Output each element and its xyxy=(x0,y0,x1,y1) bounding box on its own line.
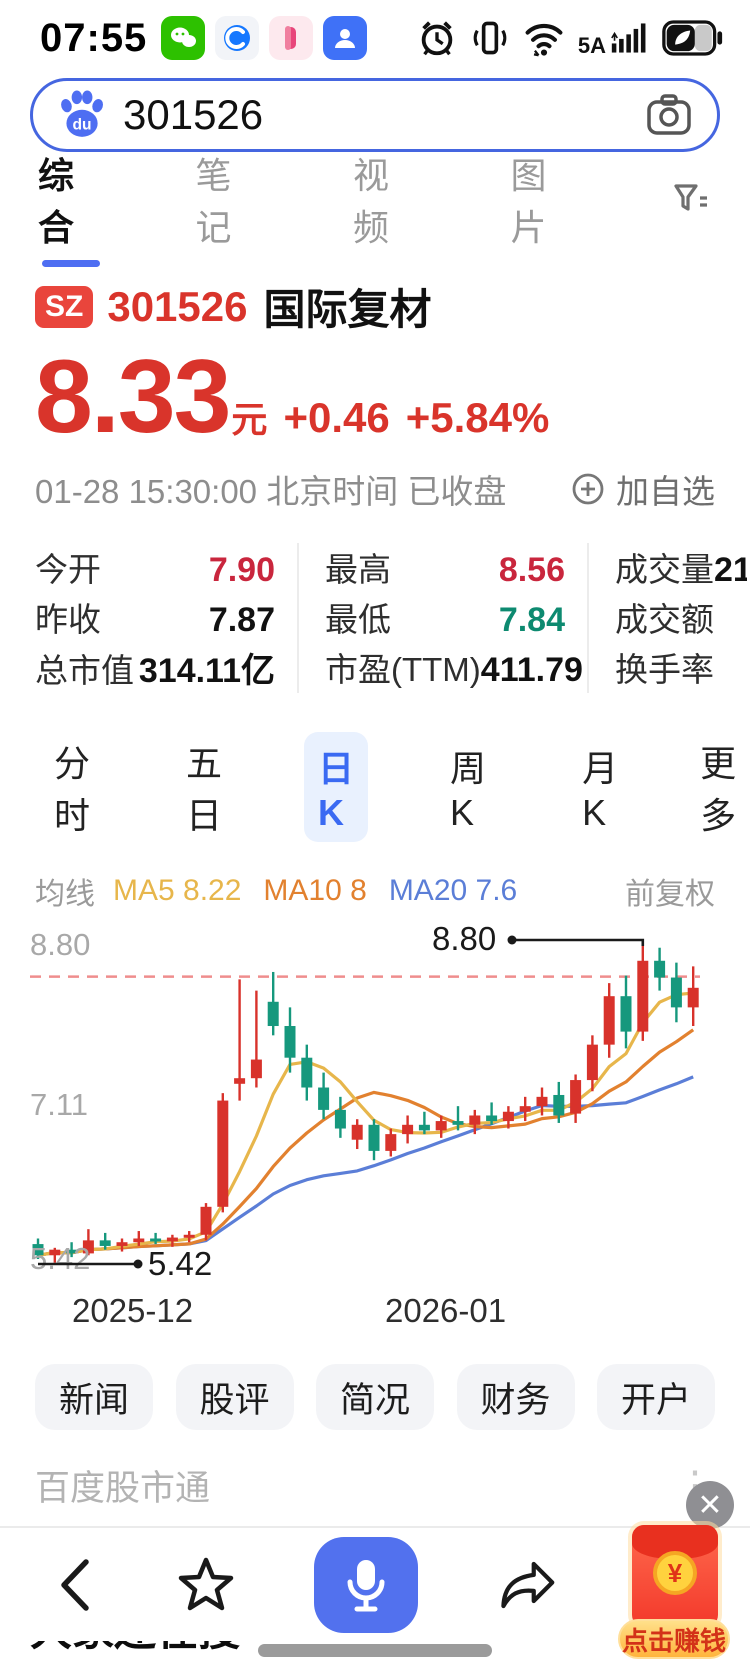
tab-notes[interactable]: 笔记 xyxy=(195,155,232,248)
share-button[interactable] xyxy=(495,1555,559,1615)
tab-video[interactable]: 视频 xyxy=(353,155,390,248)
status-system-icons: 5A xyxy=(416,17,724,59)
back-button[interactable] xyxy=(52,1554,98,1616)
news-button[interactable]: 新闻 xyxy=(35,1364,153,1430)
price-row: 8.33 元 +0.46 +5.84% xyxy=(0,337,750,449)
kline-chart[interactable]: 8.80 7.11 5.42 8.80 5.42 xyxy=(0,919,750,1287)
filter-icon[interactable] xyxy=(668,178,712,227)
svg-text:8.80: 8.80 xyxy=(432,920,496,957)
stats-grid: 今开 7.90 昨收 7.87 总市值 314.11亿 最高 8.56 最低 7.84 市… xyxy=(0,513,750,693)
chart-x-axis: 2025-12 2026-01 xyxy=(0,1292,750,1338)
stats-col-1: 今开 7.90 昨收 7.87 总市值 314.11亿 xyxy=(35,543,297,693)
ma-label: 均线 xyxy=(35,878,95,911)
search-input[interactable]: 301526 xyxy=(123,91,264,138)
profile-button[interactable]: 简况 xyxy=(316,1364,434,1430)
exchange-badge: SZ xyxy=(35,285,94,328)
promo-badge[interactable]: 点击赚钱 xyxy=(618,1619,730,1659)
plus-circle-icon xyxy=(572,473,604,505)
search-bar[interactable]: du 301526 xyxy=(30,78,720,152)
stat-high: 最高 8.56 xyxy=(325,551,565,589)
stat-low: 最低 7.84 xyxy=(325,601,565,639)
signal-5A-icon: 5A xyxy=(578,19,650,57)
status-bar: 07:55 5A xyxy=(0,0,750,66)
svg-text:8.80: 8.80 xyxy=(30,927,90,962)
stat-open: 今开 7.90 xyxy=(35,551,275,589)
network-type-label: 5A xyxy=(577,33,606,58)
close-icon[interactable]: ✕ xyxy=(686,1481,734,1529)
microphone-icon xyxy=(347,1560,385,1612)
stats-col-2: 最高 8.56 最低 7.84 市盈(TTM) 411.79 xyxy=(297,543,587,693)
source-label: 百度股市通 xyxy=(35,1469,211,1508)
kline-chart-area[interactable]: 8.80 7.11 5.42 8.80 5.42 2025-12 2026-01 xyxy=(0,919,750,1338)
favorite-star-button[interactable] xyxy=(175,1554,237,1616)
stock-review-button[interactable]: 股评 xyxy=(175,1364,294,1430)
svg-text:7.11: 7.11 xyxy=(30,1087,88,1122)
period-tab-weekly-k[interactable]: 周K xyxy=(450,748,487,833)
wifi-icon xyxy=(525,24,563,57)
price-change: +0.46 xyxy=(283,394,390,441)
stock-name: 国际复材 xyxy=(263,286,432,333)
coin-icon: ¥ xyxy=(653,1551,697,1595)
stat-market-cap: 总市值 314.11亿 xyxy=(35,652,275,690)
alarm-icon xyxy=(421,21,453,56)
ma5-value: MA5 8.22 xyxy=(113,874,242,907)
stat-turnover-rate: 换手率 xyxy=(615,651,714,688)
add-watchlist-label: 加自选 xyxy=(616,473,715,510)
ma20-value: MA20 7.6 xyxy=(388,874,518,907)
period-tab-daily-k[interactable]: 日K xyxy=(304,732,369,842)
quote-timestamp: 01-28 15:30:00 北京时间 已收盘 xyxy=(35,473,507,510)
stat-prev-close: 昨收 7.87 xyxy=(35,601,275,639)
stat-pe-ttm: 市盈(TTM) 411.79 xyxy=(325,651,583,689)
stock-code: 301526 xyxy=(107,282,248,330)
wechat-icon xyxy=(161,16,206,60)
baidu-paw-icon: du xyxy=(61,90,104,137)
current-price: 8.33 xyxy=(35,339,231,455)
camera-search-icon[interactable] xyxy=(645,93,693,137)
promo-widget: ✕ ¥ 点击赚钱 xyxy=(616,1481,736,1669)
home-indicator[interactable] xyxy=(258,1644,492,1657)
period-tab-5day[interactable]: 五日 xyxy=(186,743,223,836)
svg-text:du: du xyxy=(73,117,92,134)
stock-action-buttons: 新闻 股评 简况 财务 开户 xyxy=(0,1338,750,1430)
stats-col-3: 成交量21 成交额 换手率 xyxy=(587,543,747,693)
open-account-button[interactable]: 开户 xyxy=(597,1364,715,1430)
tab-images[interactable]: 图片 xyxy=(510,155,547,248)
adjust-mode-label: 前复权 xyxy=(625,878,715,911)
stock-header[interactable]: SZ 301526 国际复材 xyxy=(0,236,750,337)
clock-time: 07:55 xyxy=(40,15,148,60)
notification-app-icons xyxy=(161,16,368,60)
chart-period-tabs: 分时 五日 日K 周K 月K 更多 xyxy=(0,693,750,847)
battery-saver-icon xyxy=(662,20,723,56)
vibrate-icon xyxy=(473,21,507,55)
quote-time-row: 01-28 15:30:00 北京时间 已收盘 加自选 xyxy=(0,449,750,513)
price-change-percent: +5.84% xyxy=(405,394,550,441)
tab-comprehensive[interactable]: 综合 xyxy=(38,147,104,267)
red-envelope-icon[interactable]: ¥ xyxy=(632,1525,718,1627)
period-more-label: 更多 xyxy=(700,743,737,836)
stat-turnover-amount: 成交额 xyxy=(615,601,714,638)
result-tabs: 综合 笔记 视频 图片 xyxy=(0,152,750,267)
add-watchlist-button[interactable]: 加自选 xyxy=(570,465,715,513)
security-icon xyxy=(323,16,368,60)
svg-text:5.42: 5.42 xyxy=(30,1241,90,1276)
ma10-value: MA10 8 xyxy=(263,874,367,907)
ma-legend: 均线 MA5 8.22 MA10 8 MA20 7.6 前复权 xyxy=(0,847,750,913)
period-tab-monthly-k[interactable]: 月K xyxy=(582,748,619,833)
x-axis-label-dec: 2025-12 xyxy=(72,1292,194,1329)
bottom-nav-divider xyxy=(0,1526,750,1528)
svg-text:5.42: 5.42 xyxy=(148,1245,212,1282)
alipay-icon xyxy=(215,16,260,60)
period-tab-intraday[interactable]: 分时 xyxy=(54,743,91,836)
stat-volume: 成交量21 xyxy=(615,551,747,589)
x-axis-label-jan: 2026-01 xyxy=(385,1292,507,1329)
period-more-dropdown[interactable]: 更多 xyxy=(700,735,750,839)
price-unit: 元 xyxy=(231,399,268,440)
financials-button[interactable]: 财务 xyxy=(456,1364,575,1430)
voice-search-button[interactable] xyxy=(314,1537,418,1633)
photos-icon xyxy=(269,16,314,60)
